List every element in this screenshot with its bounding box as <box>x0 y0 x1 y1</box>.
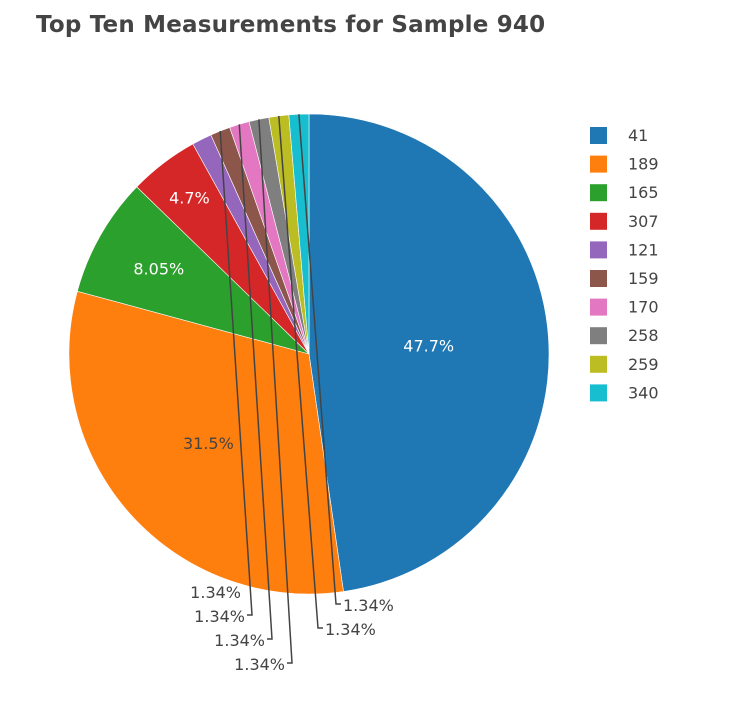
legend-label: 170 <box>628 298 659 317</box>
legend-label: 159 <box>628 269 659 288</box>
legend: 41 189 165 307 121 159 170 258 259 340 <box>590 126 659 402</box>
legend-swatch <box>590 298 607 316</box>
slice-label-340: 1.34% <box>343 596 394 615</box>
slice-label-121: 1.34% <box>190 583 241 602</box>
legend-item-159[interactable]: 159 <box>590 269 659 288</box>
legend-item-340[interactable]: 340 <box>590 383 659 402</box>
slice-label-165: 8.05% <box>133 260 184 279</box>
legend-item-121[interactable]: 121 <box>590 240 659 259</box>
legend-swatch <box>590 184 607 202</box>
leader-line-258 <box>258 119 293 664</box>
legend-item-170[interactable]: 170 <box>590 298 659 317</box>
legend-swatch <box>590 212 607 230</box>
legend-label: 165 <box>628 183 659 202</box>
leader-line-340 <box>298 114 341 605</box>
leader-line-259 <box>278 115 323 629</box>
leader-line-170 <box>238 124 273 640</box>
legend-item-307[interactable]: 307 <box>590 212 659 231</box>
pie-slice-189[interactable] <box>68 290 344 595</box>
legend-swatch <box>590 384 607 402</box>
legend-swatch <box>590 155 607 173</box>
pie-slices <box>68 113 550 595</box>
legend-label: 258 <box>628 326 659 345</box>
legend-label: 340 <box>628 383 659 402</box>
legend-swatch <box>590 127 607 144</box>
legend-item-189[interactable]: 189 <box>590 155 659 174</box>
slice-label-307: 4.7% <box>169 189 210 208</box>
slice-label-259: 1.34% <box>325 620 376 639</box>
leader-line-159 <box>219 130 253 616</box>
legend-label: 307 <box>628 212 659 231</box>
legend-item-41[interactable]: 41 <box>590 126 648 145</box>
legend-label: 41 <box>628 126 648 145</box>
legend-swatch <box>590 241 607 259</box>
legend-swatch <box>590 327 607 345</box>
legend-item-259[interactable]: 259 <box>590 355 659 374</box>
slice-label-41: 47.7% <box>403 336 454 355</box>
legend-label: 259 <box>628 355 659 374</box>
slice-label-189: 31.5% <box>183 434 234 453</box>
legend-label: 189 <box>628 155 659 174</box>
slice-label-258: 1.34% <box>234 655 285 674</box>
legend-swatch <box>590 355 607 373</box>
slice-label-170: 1.34% <box>214 631 265 650</box>
slice-labels: 47.7% 31.5% 8.05% 4.7% 1.34% 1.34% 1.34% 1.34% 1… <box>133 114 454 674</box>
legend-item-258[interactable]: 258 <box>590 326 659 345</box>
legend-swatch <box>590 270 607 287</box>
pie-slice-41[interactable] <box>308 113 550 592</box>
legend-label: 121 <box>628 240 659 259</box>
slice-label-159: 1.34% <box>194 607 245 626</box>
legend-item-165[interactable]: 165 <box>590 183 659 202</box>
chart-title: Top Ten Measurements for Sample 940 <box>36 12 546 38</box>
